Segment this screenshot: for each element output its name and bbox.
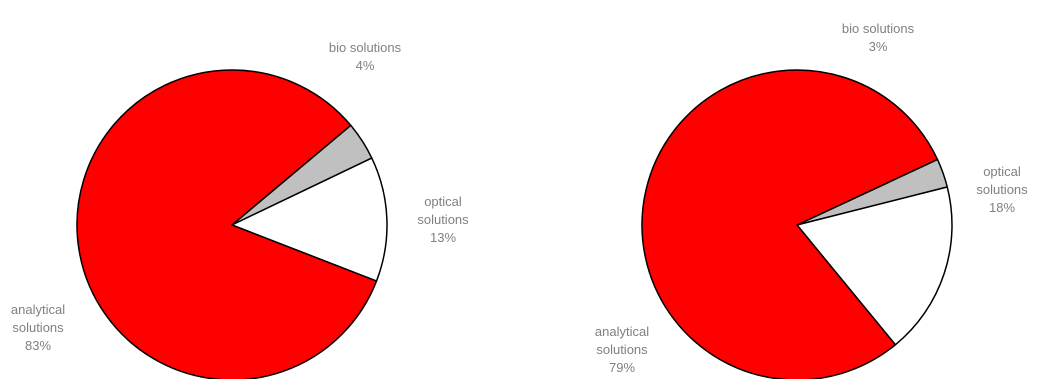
pie2-slice-analytical [641,69,939,379]
pie1-label-analytical: analytical solutions 83% [10,302,66,353]
pie2-slice-optical [796,186,953,346]
pie2-label-analytical: analytical solutions 79% [594,324,650,375]
pie1-slice-optical [231,157,388,282]
pie1-slice-analytical [76,69,378,379]
pie1-label-optical: optical solutions 13% [417,194,469,245]
pie2-label-bio: bio solutions 3% [841,21,915,54]
pie2-label-optical: optical solutions 18% [976,164,1028,215]
pie1-label-bio: bio solutions 4% [328,40,402,73]
